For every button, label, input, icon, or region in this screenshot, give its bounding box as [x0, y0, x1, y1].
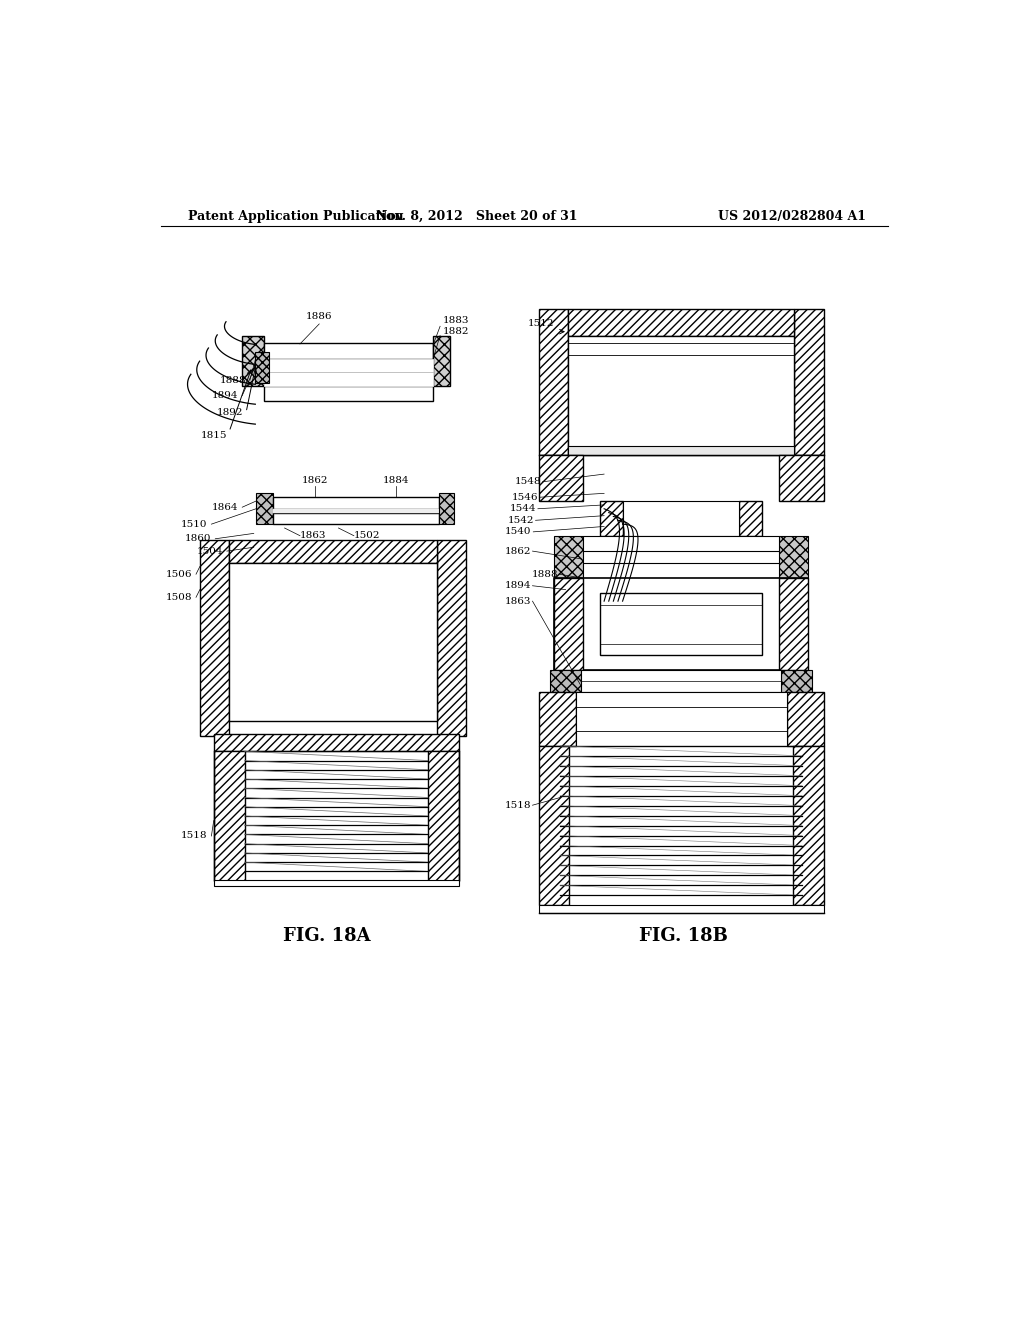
Text: 1862: 1862 [505, 546, 531, 556]
Bar [568, 309, 795, 335]
Bar [554, 578, 808, 671]
Bar [264, 343, 433, 359]
Bar [437, 540, 466, 737]
Bar [243, 335, 264, 385]
Text: 1862: 1862 [302, 475, 329, 484]
Bar [433, 335, 451, 385]
Bar [229, 562, 437, 721]
Text: FIG. 18B: FIG. 18B [639, 927, 728, 945]
Text: 1504: 1504 [197, 546, 223, 556]
Text: 1540: 1540 [505, 528, 531, 536]
Bar [539, 455, 584, 502]
Text: Nov. 8, 2012   Sheet 20 of 31: Nov. 8, 2012 Sheet 20 of 31 [376, 210, 578, 223]
Text: 1863: 1863 [300, 531, 327, 540]
Text: 1894: 1894 [505, 581, 531, 590]
Text: 1542: 1542 [508, 516, 535, 525]
Bar [568, 335, 795, 455]
Bar [539, 692, 575, 746]
Text: 1888: 1888 [219, 376, 246, 384]
Text: 1815: 1815 [201, 432, 226, 440]
Bar [256, 494, 273, 524]
Bar [568, 446, 795, 455]
Text: 1863: 1863 [505, 597, 531, 606]
Text: 1892: 1892 [217, 408, 244, 417]
Text: 1883: 1883 [442, 315, 469, 325]
Bar [600, 502, 624, 536]
Text: US 2012/0282804 A1: US 2012/0282804 A1 [718, 210, 866, 223]
Bar [554, 536, 584, 578]
Bar [584, 536, 779, 552]
Bar [739, 502, 762, 536]
Bar [786, 692, 823, 746]
Text: 1886: 1886 [306, 312, 333, 321]
Bar [539, 746, 569, 906]
Bar [550, 671, 581, 692]
Bar [273, 498, 438, 508]
Text: 1882: 1882 [442, 327, 469, 337]
Bar [624, 502, 739, 536]
Bar [779, 578, 808, 671]
Text: 1864: 1864 [212, 503, 239, 512]
Bar [255, 352, 269, 383]
Text: 1548: 1548 [514, 478, 541, 486]
Bar [779, 536, 808, 578]
Text: 1510: 1510 [181, 520, 208, 528]
Text: 1518: 1518 [181, 832, 208, 841]
Bar [600, 594, 762, 655]
Text: 1888: 1888 [531, 570, 558, 578]
Bar [273, 508, 438, 513]
Bar [214, 734, 459, 751]
Bar [200, 540, 229, 737]
Text: 1506: 1506 [166, 570, 193, 578]
Bar [539, 309, 568, 455]
Text: Patent Application Publication: Patent Application Publication [188, 210, 403, 223]
Text: 1546: 1546 [512, 492, 539, 502]
Text: 1894: 1894 [212, 391, 239, 400]
Text: 1518: 1518 [505, 801, 531, 809]
Bar [214, 751, 245, 880]
Bar [575, 692, 786, 746]
Text: 1860: 1860 [185, 535, 211, 544]
Text: 1512: 1512 [527, 319, 554, 329]
Text: 1544: 1544 [510, 504, 537, 513]
Bar [584, 562, 779, 578]
Bar [795, 309, 823, 455]
Bar [264, 359, 433, 385]
Bar [779, 455, 823, 502]
Bar [229, 540, 437, 562]
Text: 1508: 1508 [166, 593, 193, 602]
Bar [428, 751, 459, 880]
Text: 1502: 1502 [354, 531, 380, 540]
Bar [264, 385, 433, 401]
Bar [214, 880, 459, 886]
Bar [554, 578, 584, 671]
Bar [273, 512, 438, 524]
Bar [781, 671, 812, 692]
Bar [581, 671, 781, 692]
Bar [793, 746, 823, 906]
Text: FIG. 18A: FIG. 18A [283, 927, 371, 945]
Bar [438, 494, 454, 524]
Bar [539, 906, 823, 913]
Text: 1884: 1884 [383, 475, 410, 484]
